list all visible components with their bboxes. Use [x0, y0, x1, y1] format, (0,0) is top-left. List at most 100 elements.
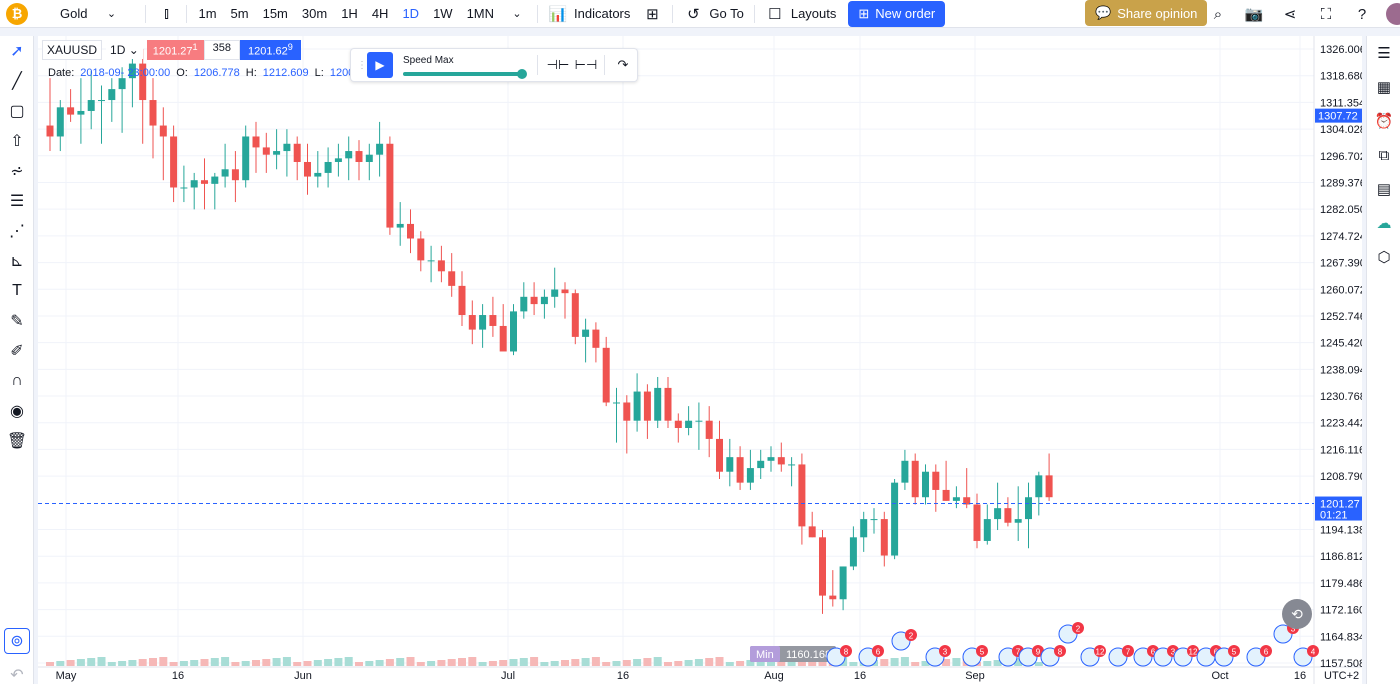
new-order-button[interactable]: ⊞ New order: [848, 0, 946, 27]
templates-button[interactable]: ⊞: [636, 0, 668, 28]
timezone-label[interactable]: UTC+2: [1324, 670, 1359, 682]
candle-body[interactable]: [201, 180, 208, 184]
candle-body[interactable]: [561, 289, 569, 294]
interval-name[interactable]: 1D ⌄: [106, 41, 143, 59]
candle-body[interactable]: [128, 63, 136, 79]
candle-body[interactable]: [757, 460, 765, 469]
drag-handle-icon[interactable]: ⋮: [357, 59, 367, 71]
event-count-badge[interactable]: [1307, 645, 1319, 657]
interval-1mn[interactable]: 1MN: [466, 6, 495, 21]
arrow-up-icon[interactable]: ⇧: [10, 133, 24, 150]
cloud-icon[interactable]: ☁: [1376, 215, 1392, 232]
trend-line-icon[interactable]: ╱: [12, 73, 22, 90]
candle-body[interactable]: [829, 595, 837, 600]
candle-body[interactable]: [149, 100, 157, 126]
event-count-badge[interactable]: [1187, 645, 1199, 657]
candle-body[interactable]: [870, 519, 878, 521]
candle-body[interactable]: [345, 151, 353, 159]
trash-icon[interactable]: 🗑: [6, 433, 28, 450]
event-count-badge[interactable]: [905, 629, 917, 641]
candle-body[interactable]: [365, 154, 373, 162]
candle-body[interactable]: [314, 172, 322, 177]
candle-body[interactable]: [922, 471, 929, 498]
candle-body[interactable]: [952, 497, 960, 501]
candle-body[interactable]: [1035, 475, 1043, 498]
event-count-badge[interactable]: [976, 645, 988, 657]
candle-body[interactable]: [654, 387, 662, 421]
event-count-badge[interactable]: [1054, 645, 1066, 657]
candle-body[interactable]: [819, 537, 826, 596]
candle-body[interactable]: [798, 464, 806, 527]
candle-body[interactable]: [468, 315, 476, 330]
candle-body[interactable]: [530, 296, 538, 305]
pencil-icon[interactable]: ✐: [10, 343, 24, 360]
price-axis[interactable]: [1314, 36, 1362, 684]
candle-body[interactable]: [396, 223, 404, 228]
event-count-badge[interactable]: [939, 645, 951, 657]
share-opinion-button[interactable]: 💬 Share opinion: [1085, 0, 1208, 26]
candle-body[interactable]: [808, 526, 816, 538]
candle-body[interactable]: [108, 89, 116, 101]
candle-body[interactable]: [788, 464, 796, 466]
candle-body[interactable]: [777, 457, 785, 465]
symbol-name[interactable]: XAUUSD: [42, 40, 103, 60]
speed-control[interactable]: Speed Max: [403, 55, 531, 79]
event-count-badge[interactable]: [1122, 645, 1134, 657]
interval-15m[interactable]: 15m: [262, 6, 288, 21]
interval-1h[interactable]: 1H: [341, 6, 358, 21]
event-count-badge[interactable]: [1072, 622, 1084, 634]
layouts-button[interactable]: ☐ Layouts: [759, 0, 843, 28]
candle-body[interactable]: [571, 293, 579, 337]
candle-body[interactable]: [746, 468, 754, 483]
candle-body[interactable]: [479, 315, 487, 330]
candle-body[interactable]: [674, 420, 682, 428]
jump-icon[interactable]: ↷: [617, 57, 629, 72]
candle-body[interactable]: [334, 158, 342, 162]
link-icon[interactable]: ⊚: [4, 628, 30, 654]
candle-body[interactable]: [520, 296, 528, 312]
copy-icon[interactable]: ⧉: [1378, 146, 1390, 164]
play-button[interactable]: ▶: [367, 52, 393, 78]
candle-body[interactable]: [252, 136, 260, 148]
candle-body[interactable]: [407, 223, 414, 239]
step-forward-icon[interactable]: ⊢⊣: [574, 57, 598, 72]
candle-body[interactable]: [87, 100, 95, 111]
candle-body[interactable]: [767, 457, 775, 461]
candle-body[interactable]: [1045, 475, 1053, 498]
candle-body[interactable]: [705, 420, 713, 439]
candle-body[interactable]: [304, 161, 311, 177]
text-icon[interactable]: T: [12, 282, 22, 299]
candle-body[interactable]: [98, 100, 105, 102]
brush-icon[interactable]: ✎: [10, 313, 24, 330]
settings-hex-icon[interactable]: ⬡: [1377, 249, 1391, 266]
ruler-icon[interactable]: ⊾: [10, 253, 24, 270]
share-icon[interactable]: ⋖: [1283, 6, 1297, 23]
bid-ask-box[interactable]: 1201.271 358 1201.629: [146, 40, 301, 60]
price-chart[interactable]: 1326.006 1318.680 1311.354 1304.028 1296.702…: [38, 36, 1362, 684]
candle-body[interactable]: [592, 329, 600, 348]
event-count-badge[interactable]: [1260, 645, 1272, 657]
candle-body[interactable]: [231, 169, 239, 181]
candle-body[interactable]: [489, 315, 497, 326]
candle-body[interactable]: [963, 497, 971, 505]
rectangle-icon[interactable]: ▢: [9, 103, 25, 120]
event-count-badge[interactable]: [1228, 645, 1240, 657]
alarm-icon[interactable]: ⏰: [1374, 113, 1394, 130]
candle-body[interactable]: [437, 260, 445, 272]
candle-body[interactable]: [716, 438, 723, 472]
report-icon[interactable]: ▤: [1376, 181, 1392, 198]
candle-body[interactable]: [386, 143, 394, 228]
candle-body[interactable]: [839, 566, 847, 600]
magnet-icon[interactable]: ∩: [11, 372, 23, 389]
fullscreen-icon[interactable]: ⛶: [1320, 5, 1332, 23]
candle-body[interactable]: [613, 402, 620, 404]
speed-slider-knob[interactable]: [517, 68, 527, 79]
candle-body[interactable]: [726, 457, 734, 472]
bid-price[interactable]: 1201.271: [146, 40, 204, 60]
undo-icon[interactable]: ↶: [10, 667, 24, 684]
candle-body[interactable]: [994, 508, 1002, 520]
help-icon[interactable]: ?: [1357, 5, 1367, 23]
candle-body[interactable]: [221, 169, 229, 177]
candle-body[interactable]: [139, 63, 147, 101]
candle-body[interactable]: [942, 489, 950, 501]
